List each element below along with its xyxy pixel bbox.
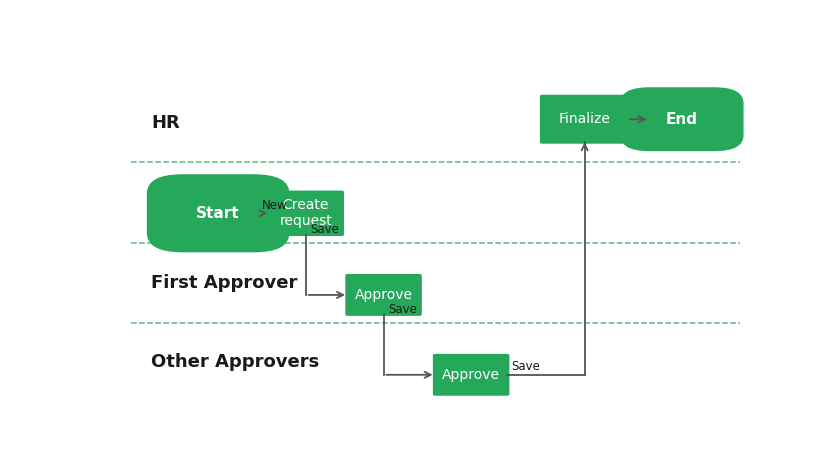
Text: Finalize: Finalize <box>558 112 609 126</box>
Text: End: End <box>665 112 697 127</box>
Text: Save: Save <box>511 360 539 373</box>
Text: Approve: Approve <box>441 368 500 382</box>
Text: New: New <box>262 199 288 212</box>
Text: First Approver: First Approver <box>151 273 298 291</box>
Text: Create
request: Create request <box>279 198 332 228</box>
FancyBboxPatch shape <box>432 354 509 396</box>
Text: Save: Save <box>310 224 339 236</box>
Text: Start: Start <box>196 206 240 221</box>
FancyBboxPatch shape <box>345 274 421 316</box>
FancyBboxPatch shape <box>268 190 344 236</box>
Text: HR: HR <box>151 114 180 132</box>
Text: Save: Save <box>388 303 416 316</box>
Text: Manager: Manager <box>151 195 240 213</box>
FancyBboxPatch shape <box>539 95 629 144</box>
Text: Other Approvers: Other Approvers <box>151 354 319 372</box>
Text: Approve: Approve <box>354 288 412 302</box>
FancyBboxPatch shape <box>146 174 289 252</box>
FancyBboxPatch shape <box>619 87 742 151</box>
